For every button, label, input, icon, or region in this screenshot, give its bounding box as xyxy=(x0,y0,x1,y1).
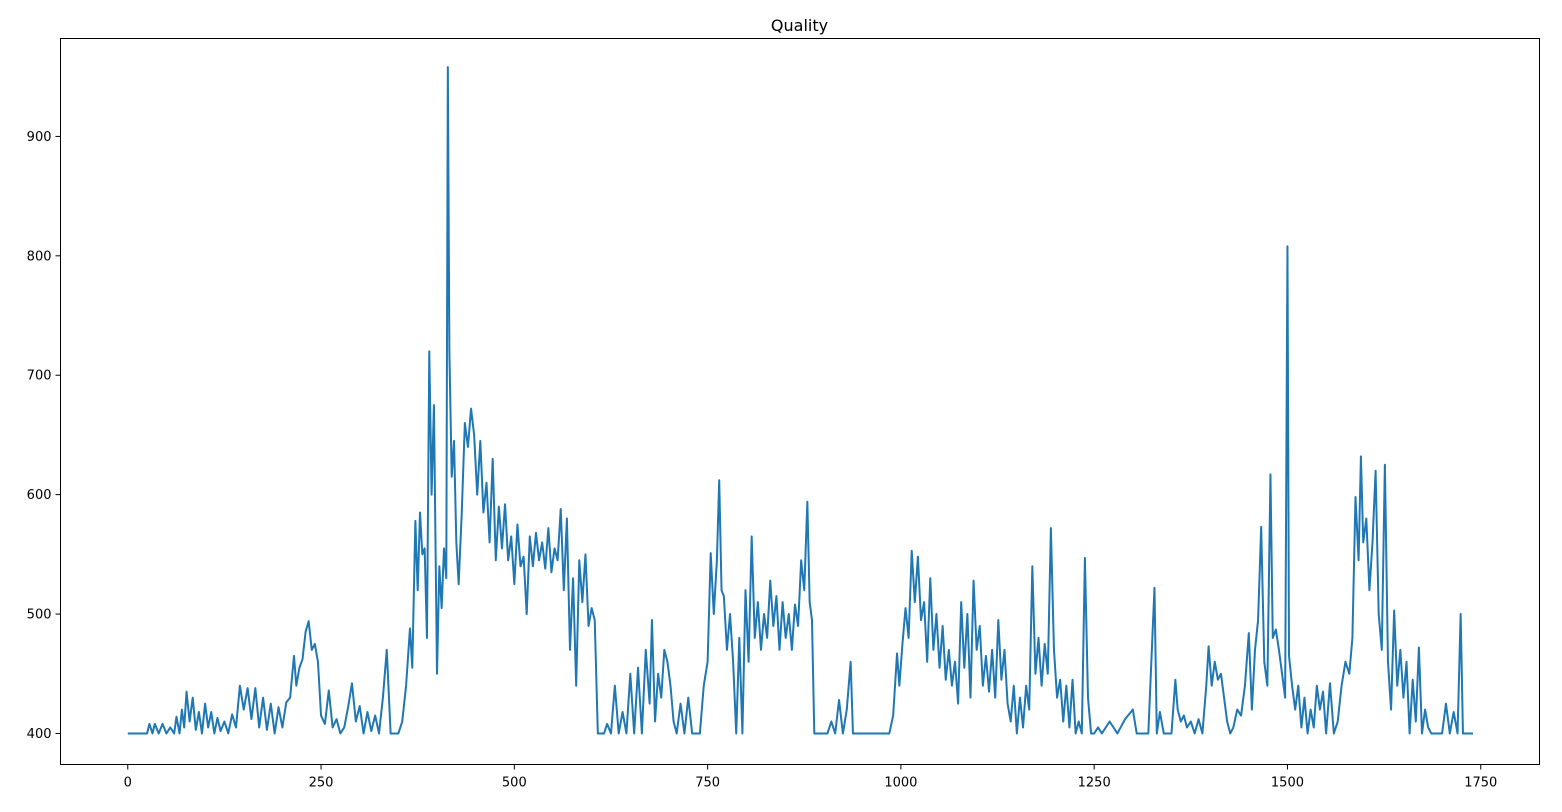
chart-title: Quality xyxy=(771,16,828,35)
y-tick-label: 800 xyxy=(27,249,52,264)
x-tick-label: 500 xyxy=(502,776,527,791)
x-tick-label: 750 xyxy=(695,776,720,791)
x-axis: 0 250 500 750 1000 1250 1500 1750 xyxy=(124,764,1497,791)
x-tick-label: 0 xyxy=(124,776,132,791)
y-tick-label: 700 xyxy=(27,369,52,384)
y-axis: 400 500 600 700 800 900 xyxy=(27,130,61,742)
y-tick-label: 600 xyxy=(27,488,52,503)
x-tick-label: 1750 xyxy=(1464,776,1497,791)
y-tick-label: 500 xyxy=(27,608,52,623)
x-tick-label: 1250 xyxy=(1078,776,1111,791)
y-tick-label: 900 xyxy=(27,130,52,145)
plot-frame xyxy=(60,38,1540,765)
x-tick-label: 1500 xyxy=(1271,776,1304,791)
plot-area xyxy=(127,66,1474,735)
x-tick-label: 1000 xyxy=(884,776,917,791)
y-tick-label: 400 xyxy=(27,727,52,742)
series-line-0 xyxy=(127,66,1474,735)
x-tick-label: 250 xyxy=(309,776,334,791)
